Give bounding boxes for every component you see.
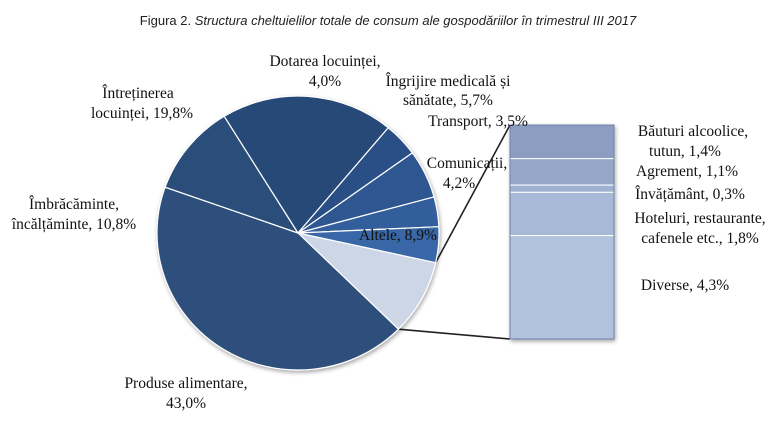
bar-label-bauturi: Băuturi alcoolice, (638, 123, 748, 140)
bar-segment-invatamant (509, 184, 615, 193)
slice-label-dotarea-line2: 4,0% (309, 73, 341, 90)
bar-label-agrement: Agrement, 1,1% (636, 163, 738, 180)
pie-slice-imbracaminte (164, 115, 300, 235)
slice-label-altele: Altele, 8,9% (359, 227, 437, 244)
bar-label-invatamant: Învățământ, 0,3% (635, 186, 745, 203)
bar-segment-diverse (509, 235, 615, 340)
bar-outline (509, 124, 615, 340)
breakdown-bar (509, 124, 615, 340)
bar-segment-agrement (509, 158, 615, 186)
slice-label-intretinerea: Întreținerea (102, 85, 174, 102)
pie-slice-comunicatii (297, 226, 440, 264)
chart-title-prefix: Figura 2. (139, 13, 192, 28)
slice-label-imbracaminte: Îmbrăcăminte, (29, 196, 119, 213)
slice-label-imbracaminte-line2: încălțăminte, 10,8% (11, 216, 136, 233)
bar-label-diverse: Diverse, 4,3% (641, 277, 729, 294)
pie-slice-intretinerea (223, 95, 390, 235)
slice-label-ingrijire-line2: sănătate, 5,7% (403, 92, 493, 109)
connector-lines (398, 124, 511, 340)
slice-label-comunicatii: Comunicații, (427, 155, 508, 172)
bar-segment-bauturi (509, 124, 615, 160)
slice-label-produse-line2: 43,0% (166, 395, 206, 412)
pie (156, 95, 440, 371)
slice-label-ingrijire: Îngrijire medicală și (386, 73, 512, 90)
bar-segment-hoteluri (509, 191, 615, 237)
bar-label-hoteluri: Hoteluri, restaurante, (634, 210, 765, 227)
chart-title: Figura 2. Structura cheltuielilor totale… (0, 13, 776, 28)
slice-label-produse: Produse alimentare, (124, 375, 247, 392)
chart-title-text: Structura cheltuielilor totale de consum… (194, 13, 637, 28)
slice-label-comunicatii-line2: 4,2% (443, 175, 475, 192)
bar-label-bauturi-line2: tutun, 1,4% (649, 143, 721, 160)
connector-bottom (398, 328, 511, 340)
slice-label-transport: Transport, 3,5% (428, 113, 528, 130)
slice-label-intretinerea-line2: locuinței, 19,8% (91, 105, 193, 122)
bar-label-hoteluri-line2: cafenele etc., 1,8% (641, 230, 759, 247)
connector-top (434, 124, 511, 264)
slice-label-dotarea: Dotarea locuinței, (269, 53, 380, 70)
pie-slice-produse (156, 186, 400, 371)
slice-labels: Produse alimentare, 43,0% Îmbrăcăminte, înc… (11, 53, 766, 412)
